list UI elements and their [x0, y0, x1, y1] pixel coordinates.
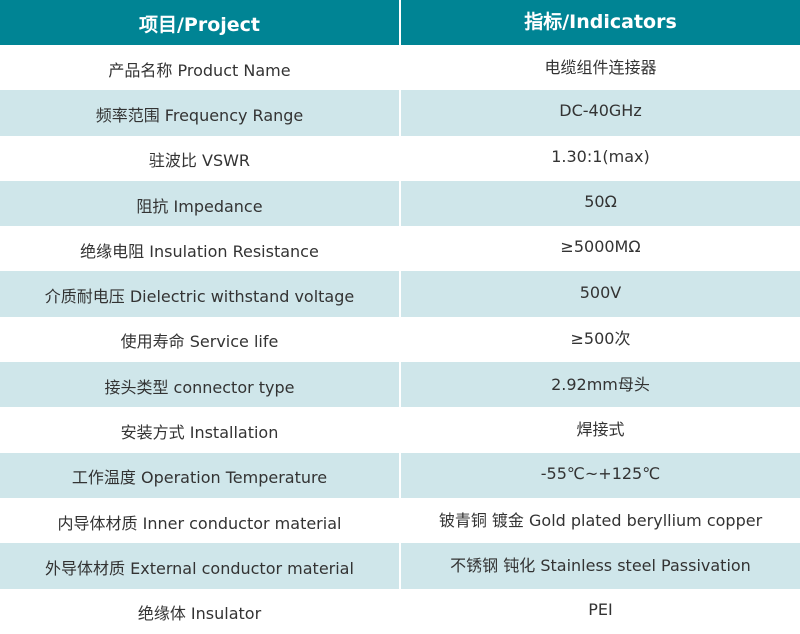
indicator-cell: 焊接式 [399, 407, 800, 453]
project-cell: 安装方式 Installation [120, 423, 279, 443]
indicator-cell: ≥5000MΩ [399, 226, 800, 272]
project-cell: 使用寿命 Service life [120, 332, 279, 352]
project-cell: 阻抗 Impedance [136, 196, 263, 216]
table-row: 使用寿命 Service life ≥500次 [0, 316, 800, 363]
project-cell: 绝缘电阻 Insulation Resistance [80, 241, 319, 261]
indicator-cell: DC-40GHz [399, 90, 800, 136]
table-header: 项目/Project 指标/Indicators [0, 0, 800, 45]
table-row: 频率范围 Frequency Range DC-40GHz [0, 90, 800, 136]
project-cell: 频率范围 Frequency Range [95, 105, 304, 125]
table-body: 产品名称 Product Name 电缆组件连接器 频率范围 Frequency R… [0, 45, 800, 634]
table-row: 阻抗 Impedance 50Ω [0, 180, 800, 227]
indicator-cell: 铍青铜 镀金 Gold plated beryllium copper [399, 497, 800, 544]
indicator-cell: 1.30:1(max) [399, 135, 800, 181]
indicator-cell: 50Ω [399, 180, 800, 227]
indicator-cell: ≥500次 [399, 316, 800, 363]
table-row: 安装方式 Installation 焊接式 [0, 407, 800, 453]
table-row: 产品名称 Product Name 电缆组件连接器 [0, 45, 800, 91]
table-row: 驻波比 VSWR 1.30:1(max) [0, 135, 800, 181]
indicator-cell: 不锈钢 钝化 Stainless steel Passivation [399, 543, 800, 589]
indicator-cell: PEI [399, 588, 800, 634]
project-cell: 外导体材质 External conductor material [45, 558, 354, 578]
project-cell: 工作温度 Operation Temperature [71, 468, 328, 488]
table-row: 绝缘电阻 Insulation Resistance ≥5000MΩ [0, 226, 800, 272]
table-row: 工作温度 Operation Temperature -55℃~+125℃ [0, 452, 800, 498]
project-cell: 介质耐电压 Dielectric withstand voltage [44, 287, 355, 307]
table-row: 接头类型 connector type 2.92mm母头 [0, 362, 800, 408]
table-row: 绝缘体 Insulator PEI [0, 588, 800, 634]
header-project: 项目/Project [138, 14, 261, 36]
project-cell: 接头类型 connector type [104, 377, 295, 397]
table-row: 内导体材质 Inner conductor material 铍青铜 镀金 Gol… [0, 497, 800, 544]
header-indicators: 指标/Indicators [399, 0, 800, 45]
indicator-cell: -55℃~+125℃ [399, 452, 800, 498]
project-cell: 驻波比 VSWR [148, 151, 251, 171]
project-cell: 内导体材质 Inner conductor material [57, 513, 342, 533]
table-row: 外导体材质 External conductor material 不锈钢 钝化 … [0, 543, 800, 589]
indicator-cell: 500V [399, 271, 800, 317]
indicator-cell: 电缆组件连接器 [399, 45, 800, 91]
project-cell: 产品名称 Product Name [108, 60, 291, 80]
table-row: 介质耐电压 Dielectric withstand voltage 500V [0, 271, 800, 317]
project-cell: 绝缘体 Insulator [137, 604, 262, 624]
indicator-cell: 2.92mm母头 [399, 362, 800, 408]
